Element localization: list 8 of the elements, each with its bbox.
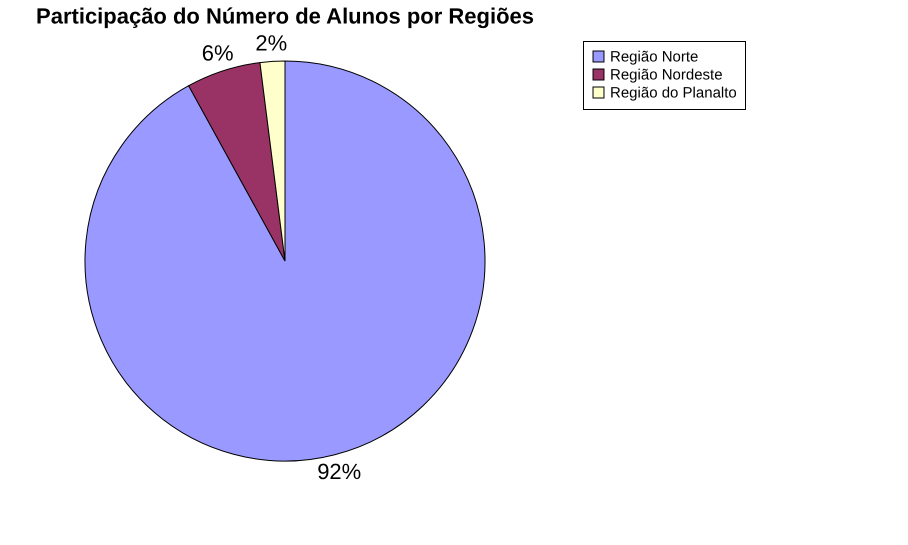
- legend-label: Região do Planalto: [610, 84, 737, 102]
- chart-title: Participação do Número de Alunos por Regiões: [36, 3, 534, 28]
- data-label: 6%: [202, 40, 234, 66]
- data-label: 92%: [317, 459, 362, 484]
- legend-label: Região Norte: [610, 48, 698, 66]
- legend-label: Região Nordeste: [610, 66, 723, 84]
- pie-slice: [84, 60, 486, 462]
- data-label: 2%: [255, 30, 288, 56]
